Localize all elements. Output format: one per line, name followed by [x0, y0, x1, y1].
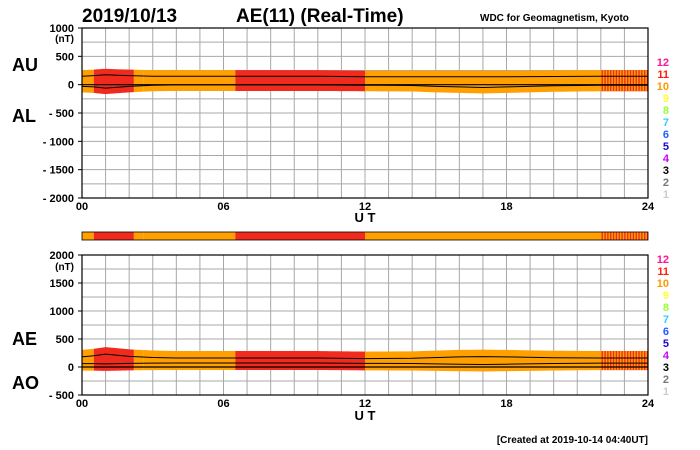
station-bar-segment	[93, 232, 134, 240]
activity-band	[143, 350, 236, 371]
y-tick-label: 1500	[50, 278, 74, 290]
series-line-ao	[82, 362, 648, 366]
activity-band	[365, 70, 601, 94]
activity-band	[365, 349, 601, 372]
plot-frame	[81, 254, 649, 396]
y-tick-label: - 500	[49, 108, 74, 120]
au-al-xlabel: U T	[355, 210, 376, 225]
legend-level-6: 6	[663, 326, 669, 338]
legend-level-6: 6	[663, 129, 669, 141]
y-tick-label: 1000	[50, 23, 74, 35]
station-bar-segment	[365, 232, 601, 240]
legend-level-11: 11	[657, 69, 669, 81]
au-al-ylabel: (nT)	[55, 34, 74, 45]
station-count-bar	[81, 231, 649, 241]
legend-level-12: 12	[657, 254, 669, 266]
y-tick-label: - 1500	[43, 165, 74, 177]
legend-level-10: 10	[657, 278, 669, 290]
y-tick-label: 0	[68, 80, 74, 92]
ae-ao-xlabel: U T	[355, 408, 376, 423]
legend-level-9: 9	[663, 93, 669, 105]
legend-level-4: 4	[663, 153, 670, 165]
legend-level-2: 2	[663, 374, 669, 386]
ae-label: AE	[12, 329, 37, 349]
legend-level-3: 3	[663, 165, 669, 177]
ao-label: AO	[12, 373, 39, 393]
plot-source: WDC for Geomagnetism, Kyoto	[480, 13, 629, 24]
y-tick-label: 500	[56, 51, 74, 63]
legend-level-11: 11	[657, 266, 669, 278]
plot-title: AE(11) (Real-Time)	[236, 6, 404, 27]
station-bar-segment	[235, 232, 365, 240]
legend-level-10: 10	[657, 81, 669, 93]
x-tick-label: 12	[359, 201, 371, 213]
series-line-ae	[81, 353, 648, 360]
station-bar-segment	[82, 232, 94, 240]
y-tick-label: - 1000	[43, 136, 74, 148]
legend-level-1: 1	[663, 386, 669, 398]
activity-band	[93, 347, 134, 371]
x-tick-label: 00	[76, 398, 88, 410]
y-tick-label: 500	[56, 334, 74, 346]
y-tick-label: - 500	[49, 390, 74, 402]
ae-ao-ylabel: (nT)	[55, 262, 74, 273]
y-tick-label: 2000	[50, 250, 74, 262]
station-bar-segment	[143, 232, 236, 240]
plot-frame	[81, 27, 649, 199]
x-tick-label: 00	[76, 201, 88, 213]
plot-date: 2019/10/13	[82, 6, 177, 27]
series-line-au	[81, 74, 648, 78]
activity-band	[235, 70, 365, 92]
x-tick-label: 06	[217, 398, 229, 410]
x-tick-label: 24	[642, 398, 655, 410]
y-tick-label: 1000	[50, 306, 74, 318]
legend-level-9: 9	[663, 290, 669, 302]
legend-level-4: 4	[663, 350, 670, 362]
activity-band	[82, 69, 94, 93]
station-bar-frame	[81, 231, 649, 241]
activity-band	[82, 348, 94, 371]
legend-level-5: 5	[663, 338, 669, 350]
legend-level-7: 7	[663, 314, 669, 326]
legend-level-5: 5	[663, 141, 669, 153]
activity-band	[133, 349, 144, 371]
y-tick-label: - 2000	[43, 193, 74, 205]
x-tick-label: 24	[642, 201, 655, 213]
x-tick-label: 12	[359, 398, 371, 410]
legend-level-12: 12	[657, 57, 669, 69]
legend-level-2: 2	[663, 177, 669, 189]
activity-band	[133, 69, 144, 93]
al-label: AL	[12, 106, 36, 126]
legend-level-8: 8	[663, 302, 669, 314]
station-bar-segment	[600, 232, 648, 240]
activity-band	[235, 351, 365, 371]
activity-band	[93, 68, 134, 95]
y-tick-label: 0	[68, 362, 74, 374]
station-bar-segment	[133, 232, 144, 240]
created-timestamp: [Created at 2019-10-14 04:40UT]	[497, 435, 648, 446]
legend-level-3: 3	[663, 362, 669, 374]
x-tick-label: 06	[217, 201, 229, 213]
au-label: AU	[12, 55, 38, 75]
legend-level-1: 1	[663, 189, 669, 201]
activity-band	[143, 69, 236, 92]
x-tick-label: 18	[500, 201, 512, 213]
legend-level-8: 8	[663, 105, 669, 117]
x-tick-label: 18	[500, 398, 512, 410]
legend-level-7: 7	[663, 117, 669, 129]
